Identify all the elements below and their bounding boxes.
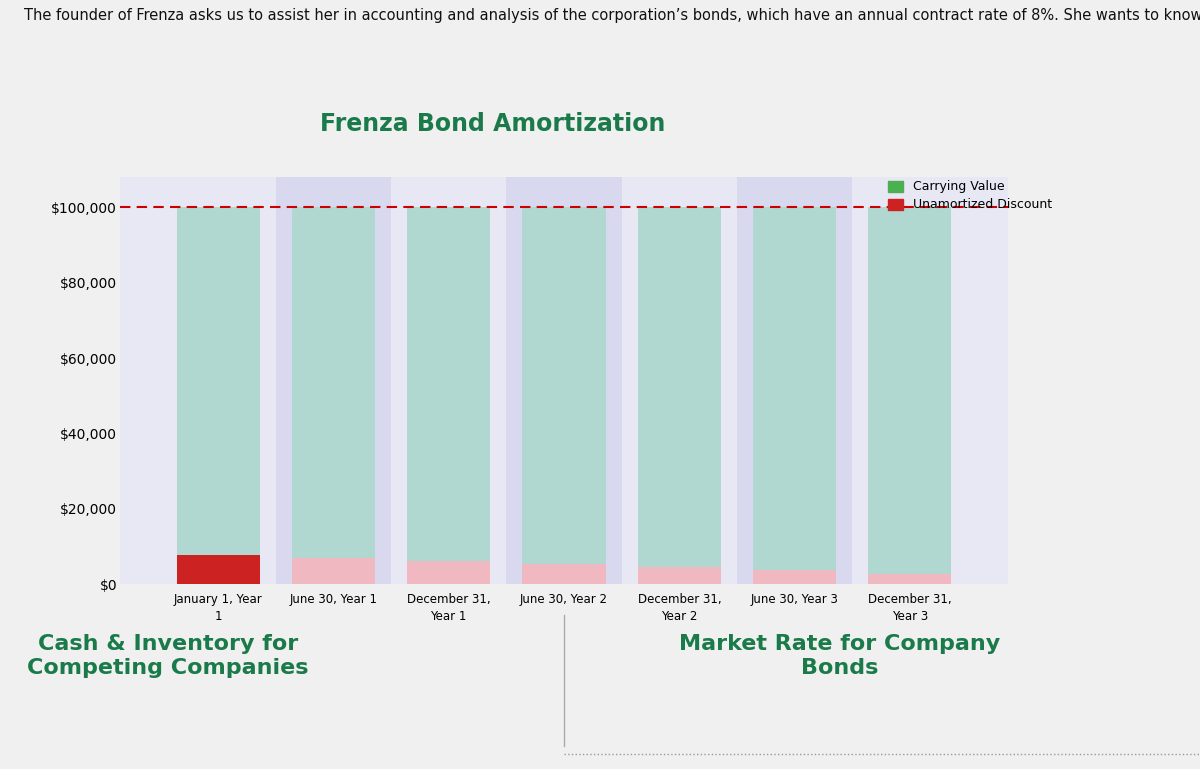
Bar bbox=[176, 207, 259, 555]
Text: Cash & Inventory for
Competing Companies: Cash & Inventory for Competing Companies bbox=[28, 634, 308, 678]
Bar bbox=[407, 561, 490, 584]
Bar bbox=[176, 555, 259, 584]
Bar bbox=[391, 177, 506, 584]
Text: The founder of Frenza asks us to assist her in accounting and analysis of the co: The founder of Frenza asks us to assist … bbox=[24, 8, 1200, 23]
Bar bbox=[522, 564, 606, 584]
Bar bbox=[754, 207, 836, 571]
Bar bbox=[737, 177, 852, 584]
Bar bbox=[292, 558, 374, 584]
Bar bbox=[506, 177, 622, 584]
Bar bbox=[161, 177, 276, 584]
Bar bbox=[852, 177, 967, 584]
Bar bbox=[754, 571, 836, 584]
Bar bbox=[276, 177, 391, 584]
Bar bbox=[407, 207, 490, 561]
Bar bbox=[622, 177, 737, 584]
Text: Market Rate for Company
Bonds: Market Rate for Company Bonds bbox=[679, 634, 1001, 678]
Text: Frenza Bond Amortization: Frenza Bond Amortization bbox=[320, 112, 666, 136]
Bar bbox=[869, 574, 952, 584]
Bar bbox=[869, 207, 952, 574]
Bar bbox=[638, 568, 721, 584]
Legend: Carrying Value, Unamortized Discount: Carrying Value, Unamortized Discount bbox=[883, 175, 1057, 216]
Bar bbox=[522, 207, 606, 564]
Bar bbox=[292, 207, 374, 558]
Bar bbox=[638, 207, 721, 568]
